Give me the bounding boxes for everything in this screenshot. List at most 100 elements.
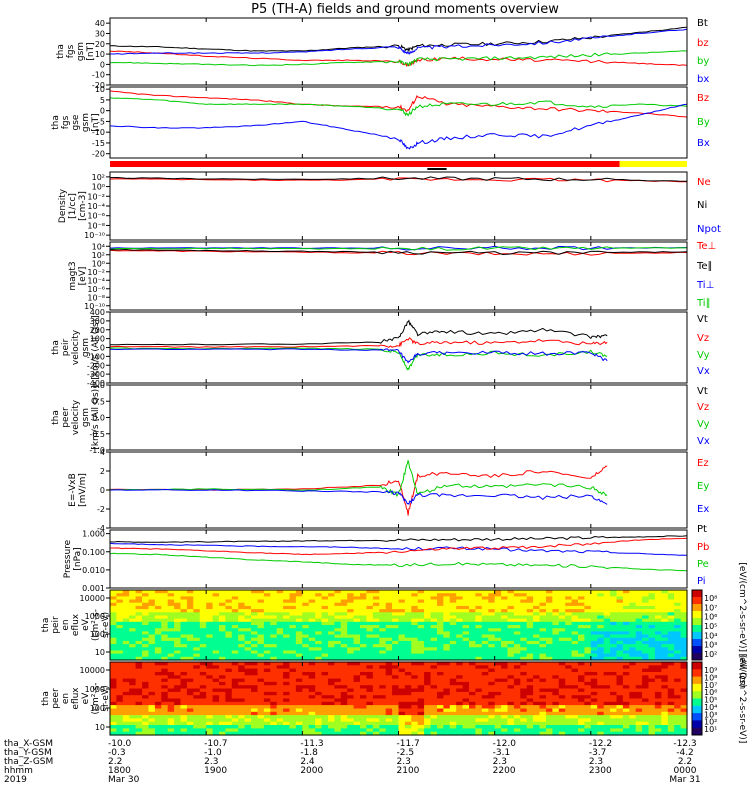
heatmap-cell: [417, 628, 425, 632]
heatmap-cell: [360, 599, 367, 604]
heatmap-cell: [674, 678, 682, 683]
heatmap-cell: [372, 656, 380, 661]
heatmap-cell: [161, 662, 169, 666]
heatmap-cell: [142, 728, 150, 733]
heatmap-cell: [315, 621, 323, 626]
heatmap-cell: [251, 656, 258, 661]
heatmap-cell: [392, 618, 400, 623]
heatmap-cell: [558, 662, 566, 666]
heatmap-cell: [122, 678, 130, 683]
heatmap-cell: [590, 715, 598, 719]
heatmap-cell: [565, 662, 573, 666]
heatmap-cell: [295, 625, 303, 629]
heatmap-cell: [552, 662, 560, 666]
heatmap-cell: [558, 665, 566, 670]
heatmap-cell: [622, 695, 630, 700]
series-line-Ni: [109, 176, 688, 182]
heatmap-cell: [199, 599, 207, 604]
heatmap-cell: [449, 695, 457, 700]
heatmap-cell: [129, 618, 137, 623]
heatmap-cell: [449, 708, 457, 713]
heatmap-cell: [129, 715, 137, 719]
heatmap-cell: [199, 640, 207, 645]
legend-Vt: Vt: [697, 386, 708, 397]
heatmap-cell: [174, 678, 182, 683]
heatmap-cell: [565, 637, 573, 642]
heatmap-cell: [315, 685, 323, 690]
heatmap-cell: [308, 685, 316, 690]
y-tick-label: -2: [97, 505, 105, 514]
heatmap-cell: [546, 631, 553, 636]
heatmap-cell: [462, 615, 470, 620]
heatmap-cell: [251, 728, 258, 733]
heatmap-cell: [347, 708, 355, 713]
heatmap-cell: [475, 656, 483, 661]
heatmap-cell: [283, 672, 291, 676]
y-tick-label: 10⁻⁸: [87, 221, 105, 230]
heatmap-cell: [347, 593, 355, 597]
heatmap-cell: [667, 668, 675, 673]
heatmap-cell: [610, 681, 618, 686]
heatmap-cell: [501, 599, 509, 604]
heatmap-cell: [642, 691, 650, 696]
heatmap-cell: [674, 596, 682, 601]
heatmap-cell: [244, 621, 252, 626]
heatmap-cell: [667, 675, 675, 680]
heatmap-cell: [488, 731, 496, 736]
heatmap-cell: [398, 605, 406, 610]
heatmap-cell: [430, 711, 438, 716]
heatmap-cell: [289, 701, 297, 706]
heatmap-cell: [206, 708, 214, 713]
heatmap-cell: [154, 621, 162, 626]
heatmap-cell: [404, 688, 412, 693]
heatmap-cell: [347, 695, 355, 700]
heatmap-cell: [443, 612, 451, 617]
heatmap-cell: [257, 691, 265, 696]
heatmap-cell: [667, 731, 675, 736]
heatmap-cell: [372, 647, 380, 652]
heatmap-cell: [219, 662, 226, 666]
heatmap-cell: [475, 705, 483, 709]
heatmap-cell: [417, 662, 425, 666]
heatmap-cell: [635, 650, 643, 655]
heatmap-cell: [616, 615, 624, 620]
heatmap-cell: [648, 599, 656, 604]
heatmap-cell: [289, 715, 297, 719]
heatmap-cell: [161, 725, 169, 729]
heatmap-cell: [398, 708, 406, 713]
heatmap-cell: [135, 609, 143, 613]
heatmap-cell: [276, 728, 284, 733]
y-tick-label: 300: [90, 317, 105, 326]
heatmap-cell: [578, 593, 585, 597]
heatmap-cell: [161, 681, 169, 686]
heatmap-cell: [276, 631, 284, 636]
heatmap-cell: [661, 731, 669, 736]
heatmap-cell: [110, 599, 117, 604]
heatmap-cell: [302, 634, 310, 639]
heatmap-cell: [481, 678, 489, 683]
heatmap-cell: [186, 650, 194, 655]
heatmap-cell: [437, 718, 444, 723]
heatmap-cell: [437, 590, 444, 594]
heatmap-cell: [635, 721, 643, 726]
heatmap-cell: [283, 615, 291, 620]
heatmap-cell: [321, 602, 329, 607]
colorbar-tick-label: 10³: [704, 710, 717, 719]
heatmap-cell: [295, 695, 303, 700]
heatmap-cell: [295, 721, 303, 726]
heatmap-cell: [622, 647, 630, 652]
heatmap-cell: [622, 612, 630, 617]
heatmap-cell: [385, 612, 393, 617]
legend-bx: bx: [697, 74, 709, 85]
heatmap-cell: [622, 644, 630, 648]
heatmap-cell: [135, 668, 143, 673]
heatmap-cell: [501, 656, 509, 661]
heatmap-cell: [578, 644, 585, 648]
heatmap-cell: [488, 634, 496, 639]
heatmap-cell: [578, 725, 585, 729]
heatmap-cell: [456, 640, 464, 645]
heatmap-cell: [385, 695, 393, 700]
heatmap-cell: [225, 590, 233, 594]
heatmap-cell: [116, 668, 124, 673]
heatmap-cell: [231, 602, 239, 607]
